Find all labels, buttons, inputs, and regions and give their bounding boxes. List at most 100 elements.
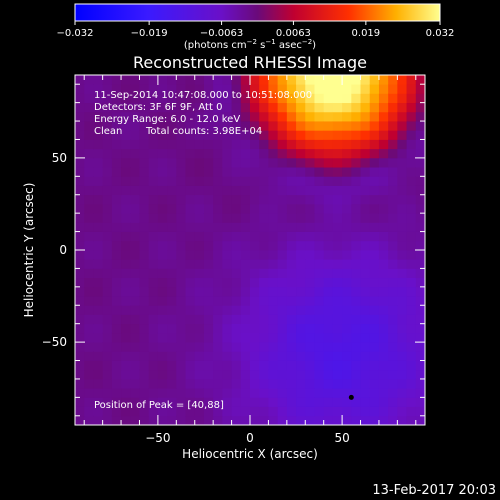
heatmap-cell bbox=[203, 84, 214, 94]
heatmap-cell bbox=[139, 130, 150, 140]
heatmap-cell bbox=[406, 185, 417, 196]
heatmap-cell bbox=[111, 369, 122, 380]
heatmap-cell bbox=[286, 176, 297, 186]
heatmap-cell bbox=[148, 185, 159, 196]
heatmap-cell bbox=[130, 305, 140, 315]
heatmap-cell bbox=[203, 388, 214, 398]
heatmap-cell bbox=[250, 342, 260, 352]
heatmap-cell bbox=[286, 369, 297, 380]
heatmap-cell bbox=[314, 231, 325, 242]
heatmap-cell bbox=[157, 102, 168, 113]
heatmap-cell bbox=[259, 415, 269, 425]
heatmap-cell bbox=[194, 194, 205, 205]
heatmap-cell bbox=[360, 121, 371, 131]
heatmap-cell bbox=[121, 185, 131, 196]
heatmap-cell bbox=[102, 75, 113, 85]
heatmap-cell bbox=[268, 185, 279, 196]
heatmap-cell bbox=[286, 296, 297, 306]
heatmap-cell bbox=[323, 75, 334, 85]
heatmap-cell bbox=[378, 121, 389, 131]
heatmap-cell bbox=[323, 231, 334, 242]
heatmap-cell bbox=[314, 121, 325, 131]
heatmap-cell bbox=[323, 250, 334, 260]
heatmap-cell bbox=[406, 323, 417, 334]
heatmap-cell bbox=[194, 296, 205, 306]
heatmap-cell bbox=[222, 250, 232, 260]
heatmap-cell bbox=[314, 240, 325, 251]
heatmap-cell bbox=[286, 194, 297, 205]
heatmap-cell bbox=[194, 75, 205, 85]
heatmap-cell bbox=[240, 351, 251, 361]
heatmap-cell bbox=[259, 102, 269, 113]
heatmap-cell bbox=[286, 213, 297, 223]
heatmap-cell bbox=[176, 93, 186, 104]
heatmap-cell bbox=[360, 157, 371, 168]
heatmap-cell bbox=[351, 213, 361, 223]
heatmap-cell bbox=[268, 388, 279, 398]
heatmap-cell bbox=[342, 268, 352, 279]
heatmap-cell bbox=[121, 369, 131, 380]
heatmap-cell bbox=[185, 332, 196, 343]
heatmap-cell bbox=[231, 157, 242, 168]
heatmap-cell bbox=[406, 130, 417, 140]
heatmap-cell bbox=[415, 139, 425, 150]
heatmap-cell bbox=[240, 286, 251, 297]
heatmap-cell bbox=[268, 259, 279, 269]
heatmap-cell bbox=[388, 111, 398, 122]
heatmap-cell bbox=[268, 111, 279, 122]
heatmap-cell bbox=[342, 415, 352, 425]
heatmap-cell bbox=[342, 314, 352, 325]
heatmap-cell bbox=[351, 351, 361, 361]
heatmap-cell bbox=[130, 369, 140, 380]
heatmap-cell bbox=[213, 342, 223, 352]
heatmap-cell bbox=[397, 111, 407, 122]
heatmap-cell bbox=[148, 305, 159, 315]
heatmap-cell bbox=[176, 185, 186, 196]
heatmap-cell bbox=[268, 314, 279, 325]
heatmap-cell bbox=[194, 388, 205, 398]
heatmap-cell bbox=[130, 397, 140, 407]
heatmap-cell bbox=[139, 268, 150, 279]
heatmap-cell bbox=[305, 139, 315, 150]
heatmap-cell bbox=[388, 369, 398, 380]
heatmap-cell bbox=[332, 203, 343, 214]
heatmap-cell bbox=[139, 185, 150, 196]
heatmap-cell bbox=[167, 222, 177, 232]
heatmap-cell bbox=[305, 286, 315, 297]
heatmap-cell bbox=[194, 157, 205, 168]
heatmap-cell bbox=[369, 111, 380, 122]
heatmap-cell bbox=[222, 406, 232, 417]
heatmap-cell bbox=[286, 397, 297, 407]
heatmap-cell bbox=[75, 286, 85, 297]
heatmap-cell bbox=[240, 185, 251, 196]
heatmap-cell bbox=[268, 415, 279, 425]
heatmap-cell bbox=[314, 268, 325, 279]
heatmap-cell bbox=[75, 378, 85, 389]
heatmap-cell bbox=[240, 93, 251, 104]
heatmap-cell bbox=[222, 388, 232, 398]
heatmap-cell bbox=[360, 139, 371, 150]
heatmap-cell bbox=[240, 378, 251, 389]
heatmap-cell bbox=[213, 388, 223, 398]
heatmap-cell bbox=[250, 194, 260, 205]
heatmap-cell bbox=[102, 203, 113, 214]
heatmap-cell bbox=[378, 222, 389, 232]
heatmap-cell bbox=[314, 323, 325, 334]
heatmap-cell bbox=[111, 185, 122, 196]
heatmap-cell bbox=[157, 378, 168, 389]
heatmap-cell bbox=[176, 167, 186, 177]
heatmap-cell bbox=[397, 397, 407, 407]
heatmap-cell bbox=[203, 93, 214, 104]
heatmap-cell bbox=[93, 102, 104, 113]
heatmap-cell bbox=[369, 268, 380, 279]
heatmap-cell bbox=[157, 388, 168, 398]
heatmap-cell bbox=[351, 194, 361, 205]
heatmap-cell bbox=[332, 378, 343, 389]
heatmap-cell bbox=[194, 130, 205, 140]
heatmap-cell bbox=[194, 203, 205, 214]
heatmap-cell bbox=[332, 121, 343, 131]
heatmap-cell bbox=[231, 148, 242, 159]
heatmap-cell bbox=[213, 268, 223, 279]
heatmap-cell bbox=[378, 84, 389, 94]
heatmap-cell bbox=[130, 268, 140, 279]
